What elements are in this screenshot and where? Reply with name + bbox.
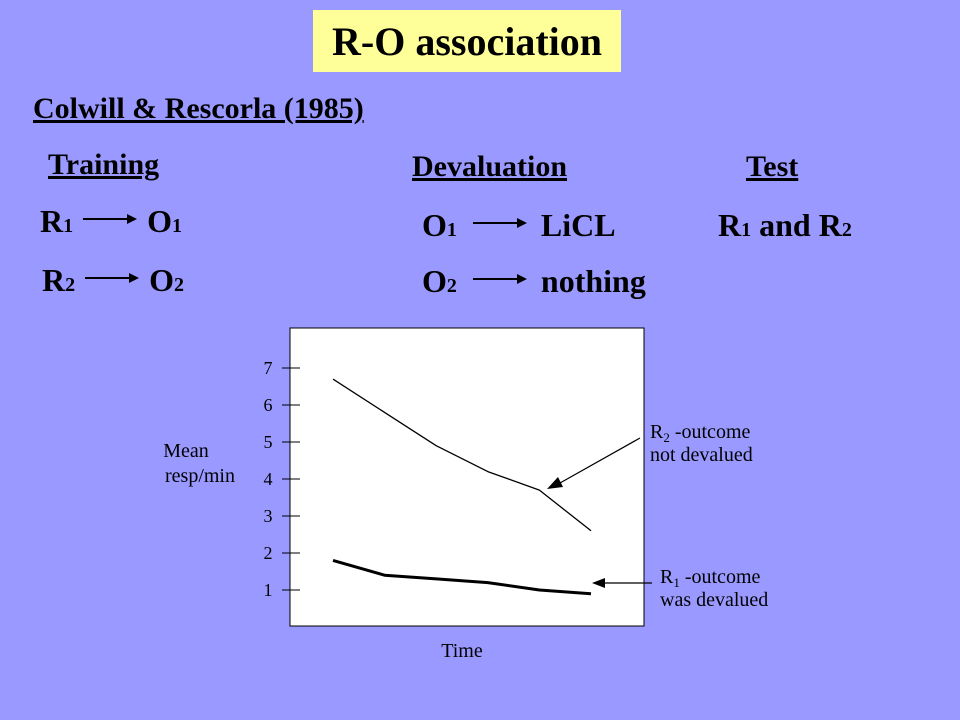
training-o: O — [147, 203, 172, 239]
header-training: Training — [48, 148, 160, 181]
arrow-icon — [85, 273, 140, 283]
training-r: R — [40, 203, 64, 239]
y-tick-label: 5 — [264, 432, 273, 452]
citation: Colwill & Rescorla (1985) — [33, 92, 364, 125]
y-tick-label: 1 — [264, 580, 273, 600]
slide-title-text: R-O association — [332, 18, 602, 64]
annotation-not-devalued: R2 -outcome not devalued — [547, 421, 753, 489]
annotation-line1: R2 -outcome — [650, 421, 750, 445]
annotation-arrow-line — [559, 437, 641, 484]
test-r1: R — [718, 207, 742, 243]
annotation-prefix: R — [650, 421, 664, 443]
annotation-sub: 1 — [673, 575, 680, 590]
training-o: O — [149, 262, 174, 298]
slide-title: R-O association — [313, 10, 621, 72]
annotation-rest: -outcome — [680, 566, 761, 588]
header-devaluation: Devaluation — [412, 150, 568, 183]
y-axis-label-line2: resp/min — [165, 465, 235, 487]
annotation-prefix: R — [660, 566, 674, 588]
annotation-line1: R1 -outcome — [660, 566, 760, 590]
annotation-rest: -outcome — [670, 421, 751, 443]
y-axis-label-line1: Mean — [163, 440, 209, 462]
devaluation-o: O — [422, 263, 447, 299]
test-and: and — [751, 207, 819, 243]
arrow-icon — [83, 214, 138, 224]
y-tick-label: 4 — [264, 469, 273, 489]
annotation-devalued: R1 -outcome was devalued — [592, 566, 768, 611]
test-r2: R — [818, 207, 842, 243]
y-tick-label: 3 — [264, 506, 273, 526]
arrow-icon — [472, 218, 527, 228]
series-group — [332, 378, 592, 596]
annotation-line2: was devalued — [660, 589, 768, 611]
header-test: Test — [746, 150, 799, 183]
x-axis-label: Time — [441, 640, 483, 662]
devaluation-result: LiCL — [540, 207, 616, 243]
arrow-icon — [472, 274, 527, 284]
y-axis: 1 2 3 4 5 6 7 — [264, 358, 300, 600]
y-tick-label: 6 — [264, 395, 273, 415]
plot-area — [289, 327, 645, 627]
y-tick-label: 7 — [264, 358, 273, 378]
series-line-devalued — [332, 558, 592, 596]
annotation-line2: not devalued — [650, 444, 753, 466]
arrow-head-icon — [547, 477, 563, 489]
arrow-head-icon — [592, 578, 605, 588]
devaluation-result: nothing — [540, 263, 646, 299]
y-tick-label: 2 — [264, 543, 273, 563]
devaluation-o: O — [422, 207, 447, 243]
annotation-sub: 2 — [663, 430, 670, 445]
training-r: R — [42, 262, 66, 298]
series-line-not-devalued — [332, 378, 592, 532]
